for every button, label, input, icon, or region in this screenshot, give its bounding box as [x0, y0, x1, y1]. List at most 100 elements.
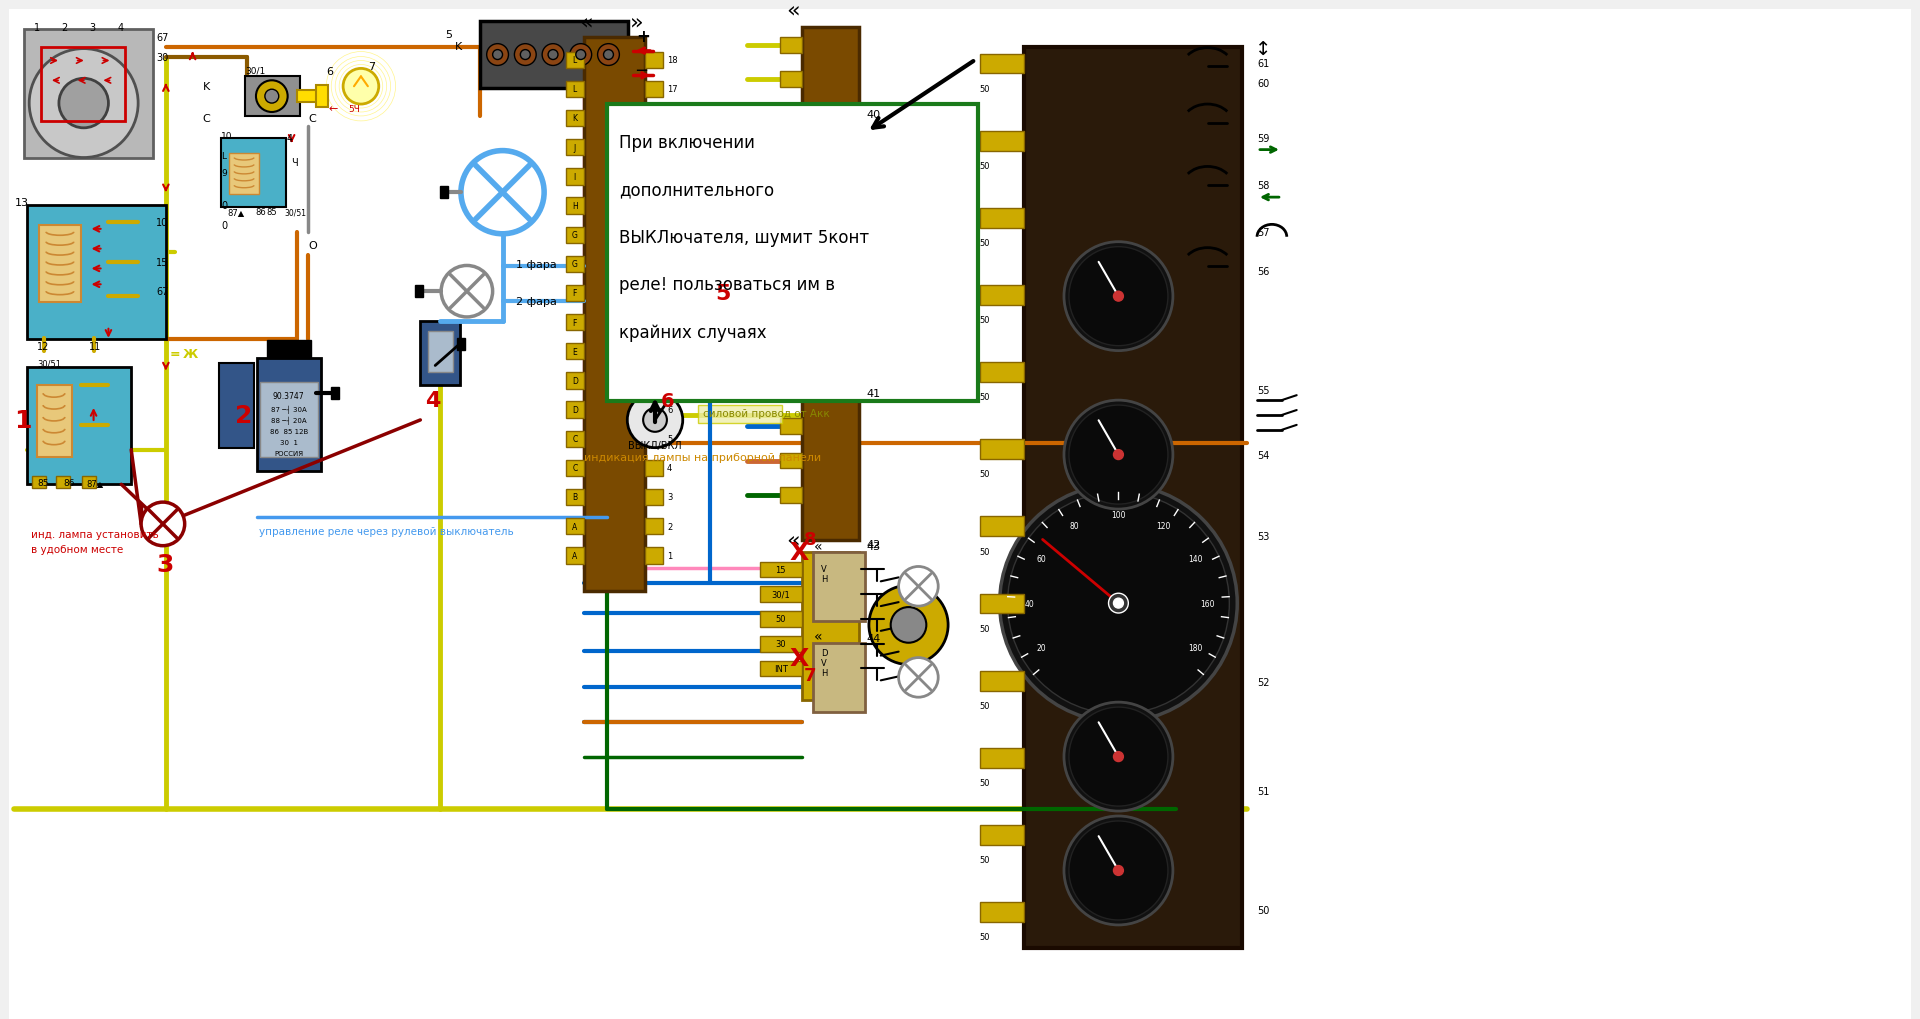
Text: =: =: [169, 347, 180, 361]
Circle shape: [1114, 866, 1123, 875]
Bar: [645, 140, 662, 156]
Circle shape: [1064, 816, 1173, 925]
Text: 11: 11: [88, 341, 102, 352]
Bar: [645, 547, 662, 564]
Circle shape: [1000, 485, 1236, 722]
Bar: [607, 105, 977, 401]
Text: 100: 100: [1112, 510, 1125, 519]
Circle shape: [520, 51, 530, 60]
Circle shape: [1108, 594, 1129, 613]
Text: 80: 80: [1069, 522, 1079, 531]
Circle shape: [1069, 406, 1167, 504]
Text: J: J: [574, 144, 576, 153]
Text: крайних случаях: крайних случаях: [620, 323, 766, 341]
Text: 180: 180: [1188, 644, 1202, 652]
Bar: [566, 343, 584, 360]
Bar: [317, 87, 328, 108]
Circle shape: [1064, 400, 1173, 510]
Bar: [83, 477, 96, 489]
Bar: [780, 488, 801, 503]
Text: 5: 5: [666, 435, 672, 443]
Bar: [780, 350, 801, 365]
Bar: [584, 38, 645, 592]
Circle shape: [1064, 243, 1173, 352]
Bar: [267, 340, 311, 359]
Text: 67: 67: [156, 287, 169, 297]
Text: D: D: [572, 406, 578, 415]
Bar: [645, 285, 662, 302]
Text: 67: 67: [156, 33, 169, 43]
Text: 53: 53: [1258, 531, 1269, 541]
Text: ↕: ↕: [1256, 40, 1271, 59]
Bar: [566, 519, 584, 535]
Bar: [296, 91, 321, 103]
Bar: [566, 315, 584, 331]
Circle shape: [486, 45, 509, 66]
Circle shape: [1008, 493, 1229, 714]
Bar: [566, 547, 584, 564]
Circle shape: [493, 51, 503, 60]
Bar: [566, 489, 584, 505]
Bar: [979, 825, 1025, 845]
Text: 120: 120: [1156, 522, 1169, 531]
Bar: [760, 636, 801, 652]
Text: 1 фара: 1 фара: [516, 260, 557, 270]
Bar: [760, 661, 801, 677]
Bar: [566, 431, 584, 447]
Text: 50: 50: [979, 393, 991, 401]
Bar: [257, 359, 321, 472]
Text: 13: 13: [13, 198, 29, 208]
Text: D: D: [572, 376, 578, 385]
Bar: [645, 227, 662, 244]
Text: 87 ─┤ 30А: 87 ─┤ 30А: [271, 406, 307, 414]
Text: 5: 5: [445, 30, 451, 40]
Circle shape: [547, 51, 559, 60]
Bar: [645, 343, 662, 360]
Text: 43: 43: [868, 541, 881, 551]
Text: 5: 5: [716, 284, 732, 304]
Text: 4: 4: [426, 390, 442, 411]
Bar: [659, 312, 705, 358]
Text: «: «: [787, 0, 801, 20]
Bar: [56, 477, 69, 489]
Circle shape: [1114, 291, 1123, 302]
Bar: [780, 72, 801, 88]
Text: Ч: Ч: [292, 158, 298, 168]
Bar: [566, 285, 584, 302]
Text: 30/51: 30/51: [36, 360, 61, 369]
Text: I: I: [574, 172, 576, 181]
Bar: [332, 388, 340, 399]
Text: 7: 7: [369, 62, 374, 72]
Text: 13: 13: [666, 202, 678, 211]
Circle shape: [29, 50, 138, 158]
Text: INT: INT: [774, 664, 787, 674]
Circle shape: [1064, 702, 1173, 811]
Text: 140: 140: [1188, 554, 1202, 564]
Bar: [645, 461, 662, 477]
Bar: [645, 431, 662, 447]
Text: 20: 20: [1037, 644, 1046, 652]
Bar: [457, 338, 465, 351]
Text: F: F: [572, 318, 578, 327]
Bar: [219, 364, 253, 448]
Bar: [566, 257, 584, 273]
Text: 90.3747: 90.3747: [273, 391, 305, 400]
Bar: [480, 21, 628, 89]
Text: 50: 50: [979, 624, 991, 633]
Bar: [760, 561, 801, 578]
Text: 8: 8: [804, 530, 816, 548]
Circle shape: [1114, 450, 1123, 461]
Bar: [780, 315, 801, 330]
Text: 4: 4: [286, 133, 292, 144]
Text: +: +: [636, 28, 651, 46]
Text: 160: 160: [1200, 599, 1215, 608]
Text: 1: 1: [13, 409, 33, 432]
Bar: [566, 111, 584, 127]
Text: 50: 50: [979, 470, 991, 479]
Text: 12: 12: [36, 341, 50, 352]
Text: 9: 9: [666, 318, 672, 327]
Text: 86: 86: [63, 478, 75, 487]
Text: 2 фара: 2 фара: [516, 297, 557, 307]
Circle shape: [870, 586, 948, 664]
Text: 50: 50: [979, 701, 991, 710]
